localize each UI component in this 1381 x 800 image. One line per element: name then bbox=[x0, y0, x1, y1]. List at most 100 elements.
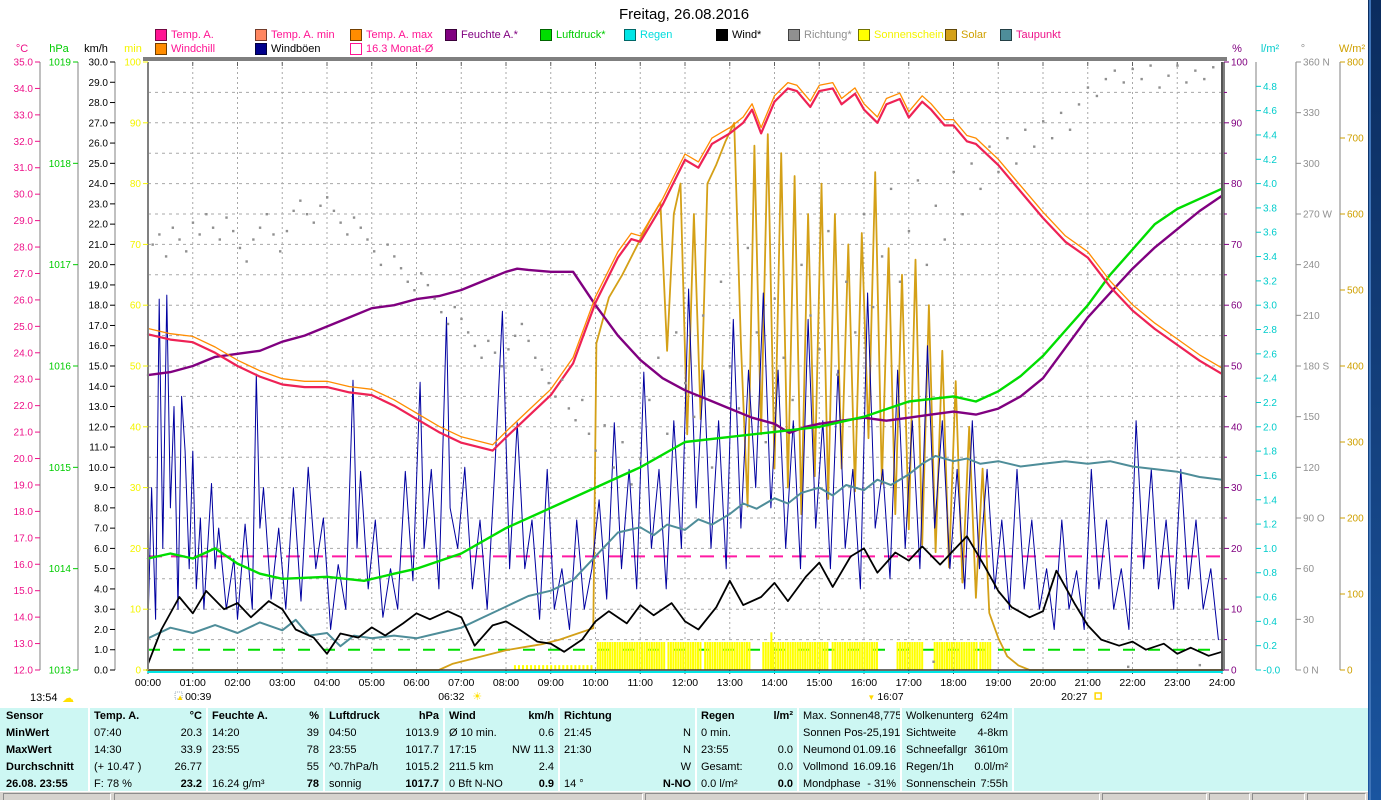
axis-tick-label: 500 bbox=[1347, 286, 1364, 297]
richtung-dot bbox=[326, 196, 329, 199]
sunshine-bar bbox=[633, 642, 636, 670]
sunshine-bar bbox=[839, 642, 842, 670]
richtung-dot bbox=[352, 216, 356, 219]
sunshine-bar bbox=[645, 642, 648, 670]
sunshine-bar bbox=[582, 665, 585, 670]
stat-cell: Ø 10 min. bbox=[449, 727, 497, 739]
sunshine-bar bbox=[811, 642, 814, 670]
axis-tick-label: 24.0 bbox=[14, 348, 34, 359]
legend-item-temp-a-max: Temp. A. max bbox=[350, 29, 433, 41]
axis-tick-label: 12.0 bbox=[89, 422, 109, 433]
sunshine-bar bbox=[906, 642, 909, 670]
richtung-dot bbox=[773, 297, 776, 300]
sunshine-bar bbox=[901, 642, 904, 670]
richtung-dot bbox=[1203, 77, 1206, 81]
sunshine-bar bbox=[806, 642, 809, 670]
sunshine-bar bbox=[743, 642, 746, 670]
stat-cell: 04:50 bbox=[329, 727, 357, 739]
richtung-dot bbox=[932, 660, 935, 663]
stat-cell: Regen bbox=[701, 710, 735, 722]
sunshine-bar bbox=[745, 642, 748, 670]
sunshine-bar bbox=[736, 642, 739, 670]
series-luftdruck-line bbox=[146, 187, 1224, 582]
legend-label: Solar bbox=[961, 29, 987, 41]
axis-tick-label: 20 bbox=[1231, 544, 1243, 555]
richtung-dot bbox=[1095, 94, 1099, 98]
axis-tick-label: 35.0 bbox=[14, 58, 34, 69]
stat-cell: MinWert bbox=[6, 727, 50, 739]
table-row: 0 min. bbox=[697, 725, 797, 742]
axis-tick-label: 120 bbox=[1303, 463, 1320, 474]
sunshine-bar bbox=[609, 642, 612, 670]
richtung-dot bbox=[164, 255, 168, 258]
richtung-dot bbox=[907, 229, 911, 233]
sunshine-bar bbox=[538, 665, 541, 670]
legend-item-temp-a-min: Temp. A. min bbox=[255, 29, 335, 41]
stat-cell: 01.09.16 bbox=[853, 744, 896, 756]
table-row: 23:55 1017.7 bbox=[325, 742, 443, 759]
legend-swatch-icon bbox=[945, 29, 957, 41]
sunshine-bar bbox=[658, 642, 661, 670]
sunshine-bar bbox=[789, 642, 792, 670]
table-row: 14:20 39 bbox=[208, 725, 323, 742]
stat-cell: 1013.9 bbox=[405, 727, 439, 739]
axis-tick-label: 25.0 bbox=[14, 322, 34, 333]
richtung-dot bbox=[1077, 103, 1081, 106]
table-row: Luftdruck hPa bbox=[325, 708, 443, 725]
table-row: Temp. A. °C bbox=[90, 708, 206, 725]
table-row: F: 78 % 23.2 bbox=[90, 776, 206, 793]
series-feuchte-line bbox=[146, 194, 1224, 435]
axis-tick-label: 2.0 bbox=[1263, 422, 1277, 433]
axis-tick-label: 1015 bbox=[49, 463, 72, 474]
axis-tick-label: 90 bbox=[1231, 118, 1243, 129]
hour-label: 12:00 bbox=[672, 677, 698, 689]
sunshine-bar bbox=[638, 642, 641, 670]
hour-label: 13:00 bbox=[717, 677, 743, 689]
status-panel bbox=[114, 793, 643, 800]
stat-cell: 2.4 bbox=[538, 761, 554, 773]
legend-label: Richtung* bbox=[804, 29, 852, 41]
sunshine-bar bbox=[599, 642, 602, 670]
statistics-table: Sensor MinWert MaxWert Durchschnitt 26.08. 2… bbox=[0, 706, 1368, 793]
axis-tick-label: 60 bbox=[1231, 301, 1243, 312]
series-wind-line bbox=[147, 535, 1223, 665]
richtung-dot bbox=[252, 238, 255, 241]
table-row: 14 ° N-NO bbox=[560, 776, 695, 793]
sunshine-bar bbox=[873, 642, 876, 670]
sunshine-bar bbox=[831, 642, 834, 670]
richtung-dot bbox=[359, 226, 362, 229]
table-row: Vollmond 16.09.16 bbox=[799, 759, 900, 776]
richtung-dot bbox=[603, 424, 606, 427]
table-col-meteo: Wolkenunterg 624m Sichtweite 4-8km Schneefal… bbox=[902, 708, 1014, 793]
axis-tick-label: 17.0 bbox=[14, 533, 34, 544]
legend-swatch-icon bbox=[716, 29, 728, 41]
axis-tick-label: 30 bbox=[1303, 615, 1315, 626]
table-col-wind: Wind km/h Ø 10 min. 0.6 17:15 NW 11.3 211.5 km… bbox=[445, 708, 560, 793]
legend-item-windb-en: Windböen bbox=[255, 43, 321, 55]
legend-item-16-3-monat-: 16.3 Monat-Ø bbox=[350, 43, 433, 55]
hour-label: 17:00 bbox=[896, 677, 922, 689]
axis-tick-label: 300 bbox=[1347, 438, 1364, 449]
sunshine-bar bbox=[938, 642, 941, 670]
axis-tick-label: 4.2 bbox=[1263, 155, 1277, 166]
sunshine-bar bbox=[796, 642, 799, 670]
richtung-dot bbox=[889, 187, 893, 191]
axis-tick-label: 100 bbox=[124, 58, 141, 69]
stat-cell: °C bbox=[189, 710, 202, 722]
stat-cell: 07:40 bbox=[94, 727, 122, 739]
sunshine-bar bbox=[604, 642, 607, 670]
table-row: ^0.7hPa/h 1015.2 bbox=[325, 759, 443, 776]
sunshine-bar bbox=[986, 642, 989, 670]
stat-cell: MaxWert bbox=[6, 744, 52, 756]
sunshine-bar bbox=[669, 642, 672, 670]
stat-cell: 0.0l/m² bbox=[974, 761, 1008, 773]
sunshine-bar bbox=[818, 642, 821, 670]
sunshine-bar bbox=[626, 642, 629, 670]
richtung-dot bbox=[574, 419, 577, 422]
richtung-dot bbox=[880, 255, 884, 258]
table-col-richtung: Richtung 21:45 N 21:30 N W 14 ° N-NO bbox=[560, 708, 697, 793]
sunshine-bar bbox=[973, 642, 976, 670]
legend-swatch-icon bbox=[540, 29, 552, 41]
axis-tick-label: 21.0 bbox=[89, 240, 109, 251]
